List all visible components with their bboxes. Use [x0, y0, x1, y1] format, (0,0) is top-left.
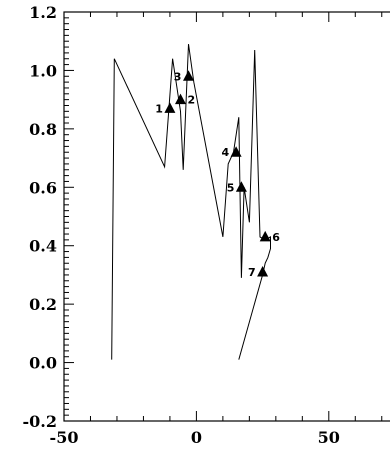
triangle-marker — [175, 93, 186, 105]
x-tick-label: 0 — [191, 428, 202, 447]
point-label: 6 — [272, 231, 280, 244]
point-marker-6: 6 — [259, 230, 280, 244]
point-marker-5: 5 — [227, 181, 247, 194]
x-tick-label: -50 — [50, 428, 79, 447]
point-label: 1 — [155, 102, 163, 115]
x-tick-label: 50 — [318, 428, 340, 447]
series-layer — [111, 44, 271, 360]
y-tick-label: 0.4 — [29, 237, 57, 256]
point-label: 2 — [188, 94, 196, 107]
point-label: 4 — [221, 146, 229, 159]
y-tick-label: 0.6 — [29, 178, 57, 197]
point-marker-3: 3 — [174, 70, 194, 83]
triangle-marker — [259, 230, 271, 242]
y-tick-label: 0.8 — [29, 120, 57, 139]
point-marker-2: 2 — [175, 93, 196, 107]
triangle-marker — [235, 181, 247, 192]
triangle-marker — [230, 146, 242, 157]
point-label: 7 — [248, 266, 256, 279]
y-tick-label: 1.0 — [29, 61, 57, 80]
y-tick-label: -0.2 — [23, 412, 57, 431]
triangle-marker — [183, 70, 194, 81]
series-line — [111, 44, 271, 360]
x-axis: -50 0 50 — [50, 12, 383, 447]
point-marker-7: 7 — [248, 266, 269, 279]
y-tick-label: 0.0 — [29, 354, 57, 373]
triangle-marker — [257, 266, 269, 277]
y-tick-label: 1.2 — [29, 3, 57, 22]
point-marker-1: 1 — [155, 102, 176, 115]
point-label: 3 — [174, 70, 182, 83]
y-tick-label: 0.2 — [29, 295, 57, 314]
point-marker-4: 4 — [221, 146, 242, 159]
y-axis: -0.2 0.0 0.2 0.4 0.6 0.8 1.0 1.2 — [23, 3, 74, 431]
triangle-marker — [164, 102, 176, 113]
point-label: 5 — [227, 181, 235, 194]
